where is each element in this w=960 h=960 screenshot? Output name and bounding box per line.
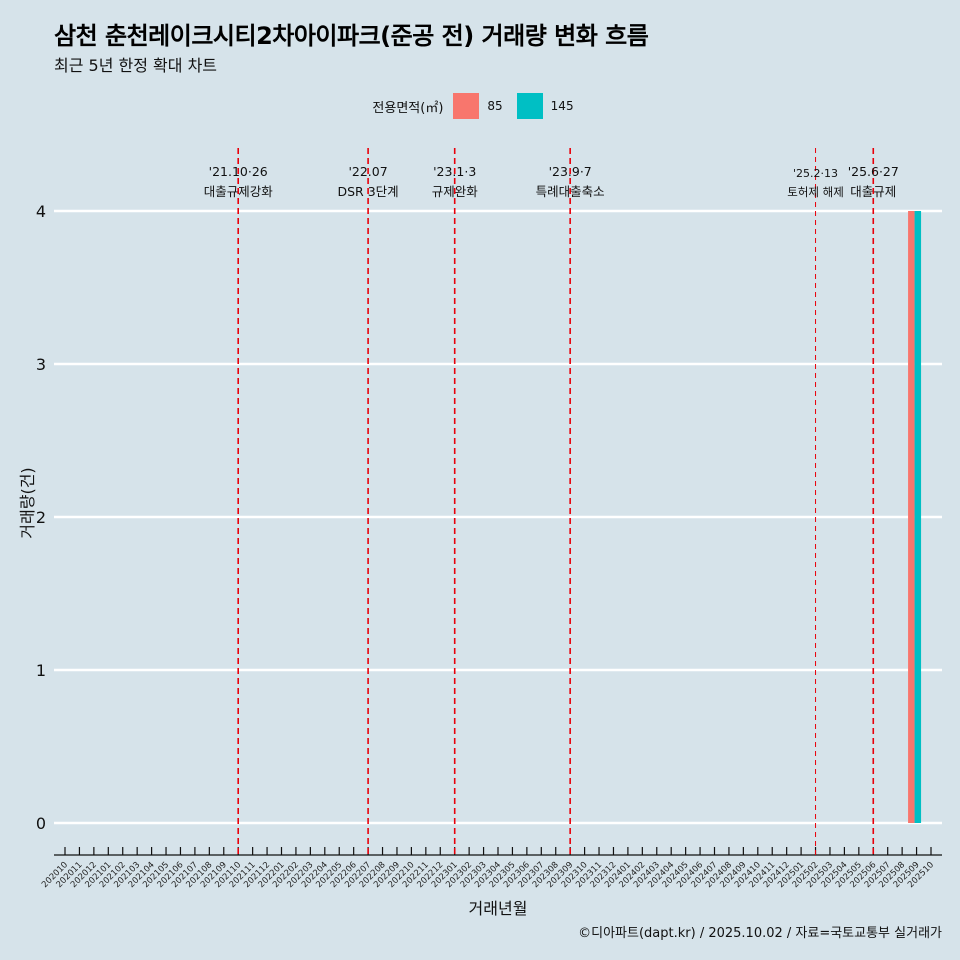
y-tick-label-2: 2 <box>36 508 46 527</box>
x-axis-title: 거래년월 <box>469 899 528 918</box>
event-label-202502: 토허제 해제 <box>787 185 844 199</box>
y-tick-label-1: 1 <box>36 661 46 680</box>
legend-title: 전용면적(㎡) <box>372 100 444 116</box>
y-tick-label-4: 4 <box>36 202 46 221</box>
chart-title: 삼천 춘천레이크시티2차아이파크(준공 전) 거래량 변화 흐름 <box>54 22 649 50</box>
source-caption: ©디아파트(dapt.kr) / 2025.10.02 / 자료=국토교통부 실… <box>578 926 942 941</box>
event-date-202506: '25.6·27 <box>848 164 899 179</box>
legend: 전용면적(㎡) 85 145 <box>0 93 960 119</box>
y-tick-label-0: 0 <box>36 814 46 833</box>
chart-subtitle: 최근 5년 한정 확대 차트 <box>54 56 218 75</box>
event-date-202309: '23.9·7 <box>549 164 592 179</box>
event-date-202301: '23.1·3 <box>433 164 476 179</box>
event-label-202207: DSR 3단계 <box>338 184 399 199</box>
event-date-202207: '22.07 <box>348 164 387 179</box>
event-date-202110: '21.10·26 <box>209 164 268 179</box>
event-date-202502: '25.2·13 <box>793 167 838 180</box>
y-axis-title: 거래량(건) <box>18 467 37 538</box>
event-label-202301: 규제완화 <box>432 184 479 199</box>
legend-key-145 <box>516 93 543 119</box>
bar-145-202509 <box>914 211 922 823</box>
event-label-202309: 특례대출축소 <box>536 184 605 199</box>
legend-label-85: 85 <box>487 99 503 113</box>
legend-label-145: 145 <box>550 99 574 113</box>
legend-key-85 <box>453 93 480 119</box>
event-label-202506: 대출규제 <box>850 184 896 199</box>
event-label-202110: 대출규제강화 <box>204 184 274 199</box>
bar-85-202509 <box>908 211 915 823</box>
y-tick-label-3: 3 <box>36 355 46 374</box>
